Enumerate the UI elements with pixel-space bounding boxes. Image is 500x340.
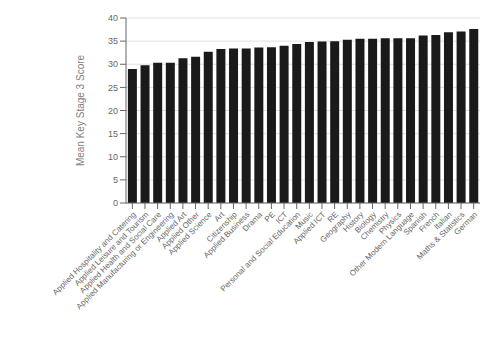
svg-text:0: 0 <box>113 198 118 208</box>
svg-text:Art: Art <box>212 210 227 224</box>
svg-text:Applied Hospitality and Cateri: Applied Hospitality and Catering <box>50 210 138 297</box>
svg-text:Applied Manufacturing or Engin: Applied Manufacturing or Engineering <box>75 210 176 311</box>
svg-text:Biology: Biology <box>353 210 378 235</box>
svg-text:Geography: Geography <box>318 210 353 245</box>
svg-text:Personal and Social Education: Personal and Social Education <box>219 210 302 293</box>
svg-text:History: History <box>341 210 366 234</box>
svg-text:German: German <box>452 210 479 237</box>
svg-text:20: 20 <box>108 106 118 116</box>
svg-text:40: 40 <box>108 13 118 23</box>
svg-text:Applied Health and Social Care: Applied Health and Social Care <box>78 210 163 295</box>
svg-text:Chemistry: Chemistry <box>358 210 391 242</box>
svg-text:Physics: Physics <box>377 210 404 236</box>
svg-text:Mean Key Stage 3 Score: Mean Key Stage 3 Score <box>75 54 86 166</box>
svg-text:Applied Science: Applied Science <box>166 210 214 257</box>
svg-text:PE: PE <box>263 210 277 224</box>
svg-text:Maths & Statistics: Maths & Statistics <box>415 210 467 262</box>
svg-text:Applied Business: Applied Business <box>202 210 252 260</box>
svg-text:Spanish: Spanish <box>401 210 429 237</box>
svg-text:Applied Leisure and Tourism: Applied Leisure and Tourism <box>72 210 151 288</box>
svg-text:Applied Other: Applied Other <box>160 210 201 251</box>
svg-text:ICT: ICT <box>274 210 290 226</box>
svg-text:30: 30 <box>108 59 118 69</box>
svg-text:15: 15 <box>108 129 118 139</box>
svg-text:RE: RE <box>325 210 340 225</box>
svg-text:Applied Art: Applied Art <box>154 210 189 244</box>
svg-text:French: French <box>417 210 442 234</box>
svg-text:10: 10 <box>108 152 118 162</box>
svg-text:Italian: Italian <box>432 210 454 232</box>
svg-text:Applied ICT: Applied ICT <box>291 210 328 246</box>
svg-text:Music: Music <box>293 210 315 232</box>
svg-text:Citizenship: Citizenship <box>204 210 239 245</box>
svg-text:Drama: Drama <box>241 210 265 234</box>
svg-text:35: 35 <box>108 36 118 46</box>
svg-text:25: 25 <box>108 83 118 93</box>
svg-text:Other Modern Language: Other Modern Language <box>348 210 416 278</box>
svg-text:5: 5 <box>113 175 118 185</box>
